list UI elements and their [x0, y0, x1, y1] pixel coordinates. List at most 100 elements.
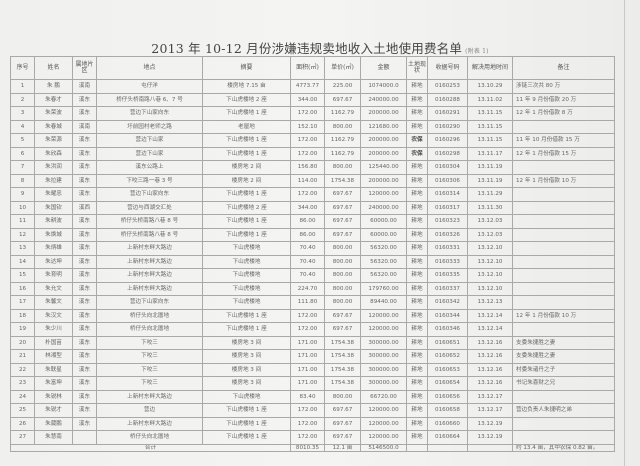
- table-cell: 21: [10, 349, 35, 364]
- table-cell: 121680.00: [360, 119, 407, 134]
- table-cell: [512, 268, 615, 283]
- table-cell: 13.11.29: [467, 187, 513, 202]
- table-cell: 13.12.10: [467, 254, 513, 269]
- table-cell: 耕地: [406, 200, 428, 215]
- table-cell: 0160253: [427, 79, 468, 94]
- table-cell: 朱达坤: [34, 254, 73, 269]
- table-cell: 营边负责人朱捷明之弟: [512, 403, 615, 418]
- table-cell: 溪东: [72, 92, 97, 107]
- table-cell: 172.00: [290, 403, 325, 418]
- table-cell: 溪东: [72, 214, 97, 229]
- table-cell: 300000.00: [360, 335, 407, 350]
- table-cell: 13.11.15: [467, 119, 513, 134]
- table-cell: 上新村东畔大路边: [96, 389, 203, 404]
- table-cell: 上新村东畔大路边: [96, 416, 203, 431]
- total-area: 8010.35: [290, 443, 325, 452]
- table-cell: 下山虎楼地 1 座: [202, 403, 291, 418]
- table-cell: 溪东: [72, 362, 97, 377]
- table-cell: 800.00: [324, 160, 361, 175]
- table-cell: 下山虎楼地 1 座: [202, 146, 291, 161]
- table-cell: 林湘型: [34, 349, 73, 364]
- table-cell: 0160290: [427, 119, 468, 134]
- table-cell: 120000.00: [360, 322, 407, 337]
- table-cell: 耕地: [406, 376, 428, 391]
- table-cell: 上新村东畔大路边: [96, 268, 203, 283]
- table-cell: 朱拉建: [34, 173, 73, 188]
- table-cell: 56320.00: [360, 254, 407, 269]
- table-cell: 溪西: [72, 200, 97, 215]
- table-row: 15 朱育明 溪东 上新村东畔大路边 下山虎楼地 70.40 800.00 56320.00 耕…: [10, 268, 615, 283]
- table-cell: 溪东: [72, 335, 97, 350]
- table-cell: 下山虎楼地 1 座: [202, 430, 291, 445]
- table-cell: 114.00: [290, 173, 325, 188]
- table-cell: 耕地: [406, 362, 428, 377]
- table-cell: 耕地: [406, 79, 428, 94]
- table-cell: 83.40: [290, 389, 325, 404]
- table-cell: 26: [10, 416, 35, 431]
- table-cell: 179760.00: [360, 281, 407, 296]
- table-cell: 120000.00: [360, 187, 407, 202]
- table-cell: 朱春才: [34, 92, 73, 107]
- table-cell: 12 年 1 月份借款 10 万: [512, 173, 615, 188]
- table-cell: 697.67: [324, 430, 361, 445]
- table-cell: 16: [10, 281, 35, 296]
- table-row: 7 朱洪润 溪东 溪东公路上 楼房地 2 间 156.80 800.00 125440.00 耕…: [10, 160, 615, 175]
- table-cell: 朱炳雄: [34, 241, 73, 256]
- table-cell: [512, 416, 615, 431]
- table-cell: 152.10: [290, 119, 325, 134]
- table-cell: 697.67: [324, 308, 361, 323]
- table-cell: 溪东: [72, 281, 97, 296]
- table-cell: 朱富坤: [34, 376, 73, 391]
- table-cell: 下山虎楼地 1 座: [202, 308, 291, 323]
- table-cell: 朱洪润: [34, 160, 73, 175]
- table-cell: 13.11.15: [467, 133, 513, 148]
- table-cell: 0160331: [427, 241, 468, 256]
- table-cell: 0160296: [427, 133, 468, 148]
- table-row: 17 朱馨文 溪东 营边下山家向东 下山虎楼地 111.80 800.00 89440.00 耕…: [10, 295, 615, 310]
- table-cell: 圩前园村老师之路: [96, 119, 203, 134]
- table-cell: 13.12.17: [467, 403, 513, 418]
- table-cell: 支委朱捷胜之妻: [512, 349, 615, 364]
- table-cell: 溪东: [72, 376, 97, 391]
- table-cell: 70.40: [290, 241, 325, 256]
- table-cell: 老屋地: [202, 119, 291, 134]
- table-cell: 171.00: [290, 376, 325, 391]
- table-cell: 70.40: [290, 254, 325, 269]
- table-cell: 营边与西湖交汇处: [96, 200, 203, 215]
- table-cell: 240000.00: [360, 200, 407, 215]
- table-cell: 村委朱诸丹之子: [512, 362, 615, 377]
- table-cell: 0160346: [427, 322, 468, 337]
- table-cell: 697.67: [324, 322, 361, 337]
- table-cell: 朱育明: [34, 268, 73, 283]
- column-header: 金额: [360, 56, 407, 80]
- table-cell: 楼房地 7.15 亩: [202, 79, 291, 94]
- table-row: 18 朱汉文 溪东 桥仔头向北厝地 下山虎楼地 1 座 172.00 697.67 12000…: [10, 308, 615, 323]
- table-cell: 172.00: [290, 430, 325, 445]
- table-cell: 朱耕波: [34, 214, 73, 229]
- table-cell: 下山虎楼地 1 座: [202, 322, 291, 337]
- column-header: 土地现状: [406, 56, 428, 80]
- table-cell: 下咬三: [96, 362, 203, 377]
- table-cell: 19: [10, 322, 35, 337]
- table-cell: 22: [10, 362, 35, 377]
- table-cell: 18: [10, 308, 35, 323]
- table-cell: 200000.00: [360, 133, 407, 148]
- table-cell: 300000.00: [360, 349, 407, 364]
- table-cell: 800.00: [324, 389, 361, 404]
- table-cell: 营边下山家向东: [96, 295, 203, 310]
- table-cell: [72, 430, 97, 445]
- table-cell: 111.80: [290, 295, 325, 310]
- table-cell: 耕地: [406, 403, 428, 418]
- table-cell: 溪东公路上: [96, 160, 203, 175]
- table-cell: 楼房地 2 间: [202, 173, 291, 188]
- table-cell: 支委朱捷胜之妻: [512, 335, 615, 350]
- table-cell: 书记朱喜财之兄: [512, 376, 615, 391]
- table-cell: 344.00: [290, 92, 325, 107]
- table-cell: 13.12.16: [467, 362, 513, 377]
- table-cell: 172.00: [290, 133, 325, 148]
- table-row: 13 朱炳雄 溪东 上新村东畔大路边 下山虎楼地 70.40 800.00 56320.00 耕…: [10, 241, 615, 256]
- table-cell: 27: [10, 430, 35, 445]
- table-cell: 朱荣波: [34, 106, 73, 121]
- table-cell: 上新村东畔大路边: [96, 241, 203, 256]
- table-cell: 125440.00: [360, 160, 407, 175]
